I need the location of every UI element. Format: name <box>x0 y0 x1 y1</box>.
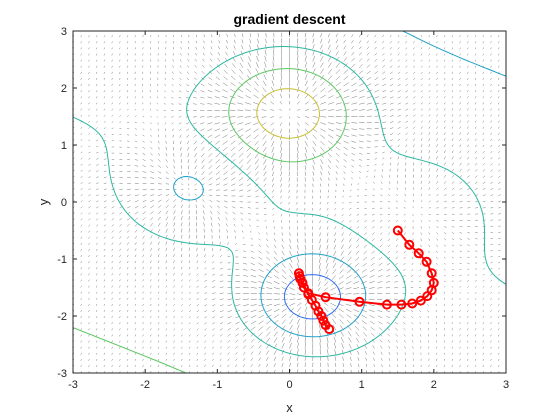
trajectory-point <box>396 299 407 310</box>
trajectory-point <box>324 324 335 335</box>
trajectory-point <box>298 282 309 293</box>
x-tick-label: 0 <box>286 379 292 391</box>
trajectory-point <box>407 298 418 309</box>
trajectory-point <box>413 248 424 259</box>
y-axis-label: y <box>36 198 51 205</box>
x-tick-label: 1 <box>359 379 365 391</box>
contour-level <box>283 274 341 320</box>
trajectory-point <box>320 292 331 303</box>
y-tick-label: -2 <box>57 311 67 323</box>
trajectory-point <box>421 256 432 267</box>
trajectory-point <box>422 291 433 302</box>
x-tick-label: -2 <box>140 379 150 391</box>
contour-level <box>73 68 347 373</box>
trajectory-point <box>381 299 392 310</box>
contour-level <box>256 88 320 139</box>
y-tick-label: 0 <box>61 197 67 209</box>
y-tick-label: -3 <box>57 368 67 380</box>
trajectory-point <box>295 273 306 284</box>
y-tick-label: 3 <box>61 26 67 38</box>
y-tick-label: 1 <box>61 140 67 152</box>
x-tick-label: -1 <box>212 379 222 391</box>
x-tick-label: -3 <box>68 379 78 391</box>
contour-lines <box>73 31 506 373</box>
trajectory-point <box>415 295 426 306</box>
axis-ticks: -3 -2 -1 0 1 2 3 -3 -2 -1 0 1 2 3 <box>57 26 509 391</box>
contour-level <box>73 46 506 358</box>
descent-trajectory <box>293 225 439 335</box>
x-tick-label: 3 <box>503 379 509 391</box>
chart-title: gradient descent <box>233 11 345 27</box>
y-tick-label: -1 <box>57 254 67 266</box>
trajectory-point <box>354 296 365 307</box>
trajectory-point <box>392 225 403 236</box>
x-tick-label: 2 <box>431 379 437 391</box>
trajectory-point <box>426 268 437 279</box>
trajectory-point <box>293 268 304 279</box>
contour-level <box>173 31 506 338</box>
x-axis-label: x <box>286 400 293 415</box>
trajectory-point <box>404 239 415 250</box>
y-tick-label: 2 <box>61 83 67 95</box>
